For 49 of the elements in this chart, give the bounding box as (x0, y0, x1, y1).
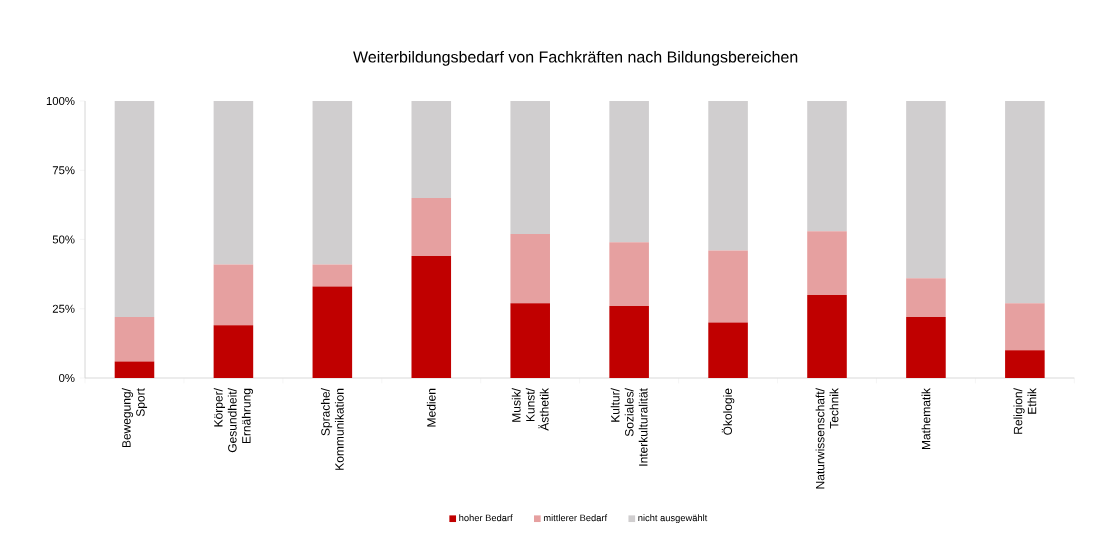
bar (708, 322, 748, 378)
bar (510, 303, 550, 378)
x-tick-label: Sprache/ Kommunikation (320, 387, 344, 470)
x-tick-label: Medien (426, 388, 436, 427)
bar (114, 100, 155, 317)
y-tick-label: 25% (52, 304, 75, 313)
chart-title: Weiterbildungsbedarf von Fachkräften nach Bildungsbereichen (353, 50, 798, 66)
bar (609, 100, 649, 243)
bar (510, 100, 550, 234)
bar (1005, 100, 1045, 304)
bar (312, 100, 353, 265)
x-tick-label: Naturwissenschaft/ Technik (815, 387, 839, 489)
bar (906, 278, 946, 317)
x-tick-label: Religion/ Ethik (1013, 387, 1037, 434)
bar (906, 100, 946, 279)
bar (114, 361, 155, 378)
bar (807, 100, 847, 232)
x-tick-label: Kultur/ Soziales/ Interkulturalität (610, 387, 648, 466)
x-tick-label: Musik/ Kunst/ Ästhetik (511, 387, 549, 431)
x-tick-label: Mathematik (921, 387, 931, 449)
bar (312, 286, 353, 378)
y-tick-label: 0% (59, 373, 75, 382)
bar (411, 197, 452, 256)
bar (411, 100, 452, 198)
bar (609, 305, 649, 378)
bar (1005, 350, 1045, 378)
bar (411, 255, 452, 378)
bar (213, 100, 254, 265)
bar (213, 264, 254, 326)
bar (510, 233, 550, 304)
legend-label: mittlerer Bedarf (543, 514, 608, 522)
bar (609, 242, 649, 306)
bar (708, 100, 748, 251)
bar (114, 316, 155, 362)
y-tick-label: 75% (52, 166, 75, 175)
bar (213, 325, 254, 378)
bar (312, 264, 353, 287)
legend-label: nicht ausgewählt (638, 514, 708, 523)
bar (807, 231, 847, 295)
bar (1005, 303, 1045, 351)
bar (708, 250, 748, 323)
x-tick-label: Ökologie (721, 388, 735, 435)
bar (906, 316, 946, 378)
y-tick-label: 50% (52, 235, 75, 244)
bar (807, 294, 847, 378)
x-tick-label: Körper/ Gesundheit/ Ernährung (213, 387, 253, 452)
y-tick-label: 100% (46, 96, 75, 105)
x-tick-label: Bewegung/ Sport (121, 387, 148, 447)
legend-label: hoher Bedarf (459, 514, 513, 522)
